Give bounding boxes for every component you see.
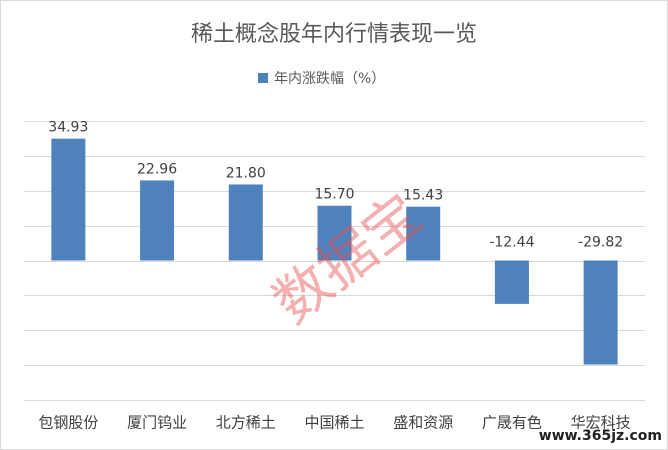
bar [406, 206, 441, 261]
bar [494, 260, 529, 304]
chart-title: 稀土概念股年内行情表现一览 [191, 22, 477, 47]
data-label: -29.82 [578, 235, 623, 251]
x-tick-label: 北方稀土 [216, 414, 276, 432]
data-label: 34.93 [48, 120, 88, 136]
data-label: 22.96 [137, 161, 177, 177]
legend-swatch [258, 73, 268, 83]
data-label: -12.44 [489, 235, 534, 251]
data-label: 15.70 [314, 187, 354, 203]
x-tick-label: 广晟有色 [482, 414, 542, 432]
bar [51, 138, 86, 261]
x-tick-label: 华宏科技 [571, 414, 631, 432]
bar [317, 205, 352, 261]
x-tick-label: 盛和资源 [393, 414, 453, 432]
x-tick-label: 包钢股份 [38, 414, 98, 432]
bar [583, 260, 618, 365]
bar [140, 180, 175, 261]
watermark-url: www.365jz.com [539, 428, 662, 444]
data-label: 15.43 [403, 188, 443, 204]
data-label: 21.80 [226, 165, 266, 181]
legend-label: 年内涨跌幅（%） [274, 71, 385, 87]
x-tick-label: 厦门钨业 [127, 414, 187, 432]
x-tick-label: 中国稀土 [304, 414, 364, 432]
bar [228, 184, 263, 261]
